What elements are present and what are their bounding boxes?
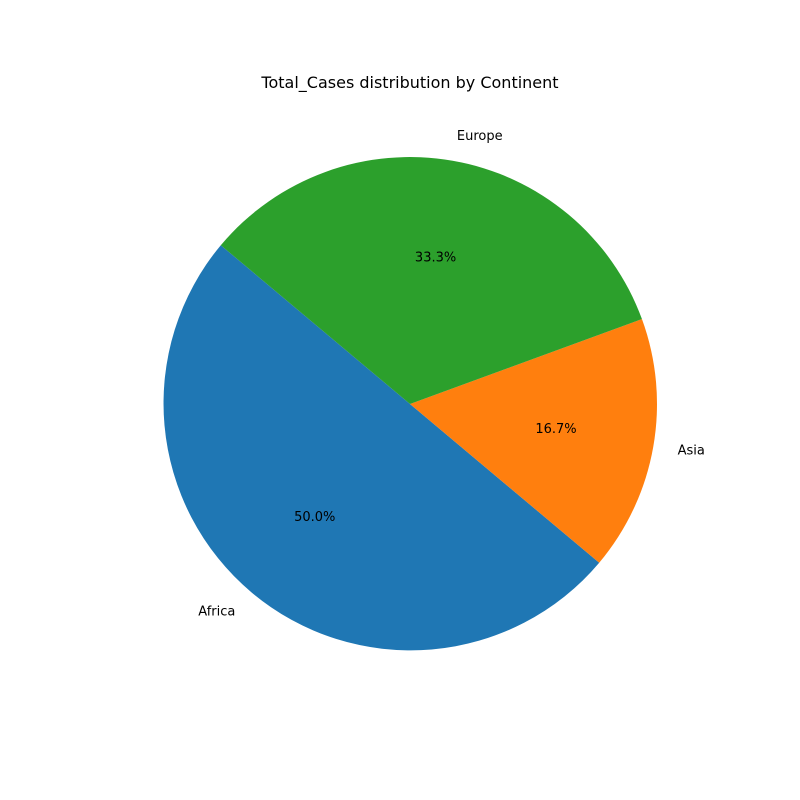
pie-slice-africa bbox=[163, 245, 600, 651]
pie-slice-europe bbox=[220, 157, 642, 404]
chart-title: Total_Cases distribution by Continent bbox=[260, 73, 558, 93]
slice-label-asia: Asia bbox=[678, 443, 705, 458]
pie-slice-asia bbox=[410, 319, 658, 563]
pie-slices bbox=[163, 157, 658, 651]
slice-percent-asia: 16.7% bbox=[535, 422, 576, 437]
slice-label-europe: Europe bbox=[457, 129, 503, 144]
slice-percent-africa: 50.0% bbox=[294, 510, 335, 525]
slice-label-africa: Africa bbox=[198, 605, 235, 620]
pie-labels: Africa 50.0% Asia 16.7% Europe 33.3% bbox=[198, 129, 705, 620]
slice-percent-europe: 33.3% bbox=[415, 251, 456, 266]
